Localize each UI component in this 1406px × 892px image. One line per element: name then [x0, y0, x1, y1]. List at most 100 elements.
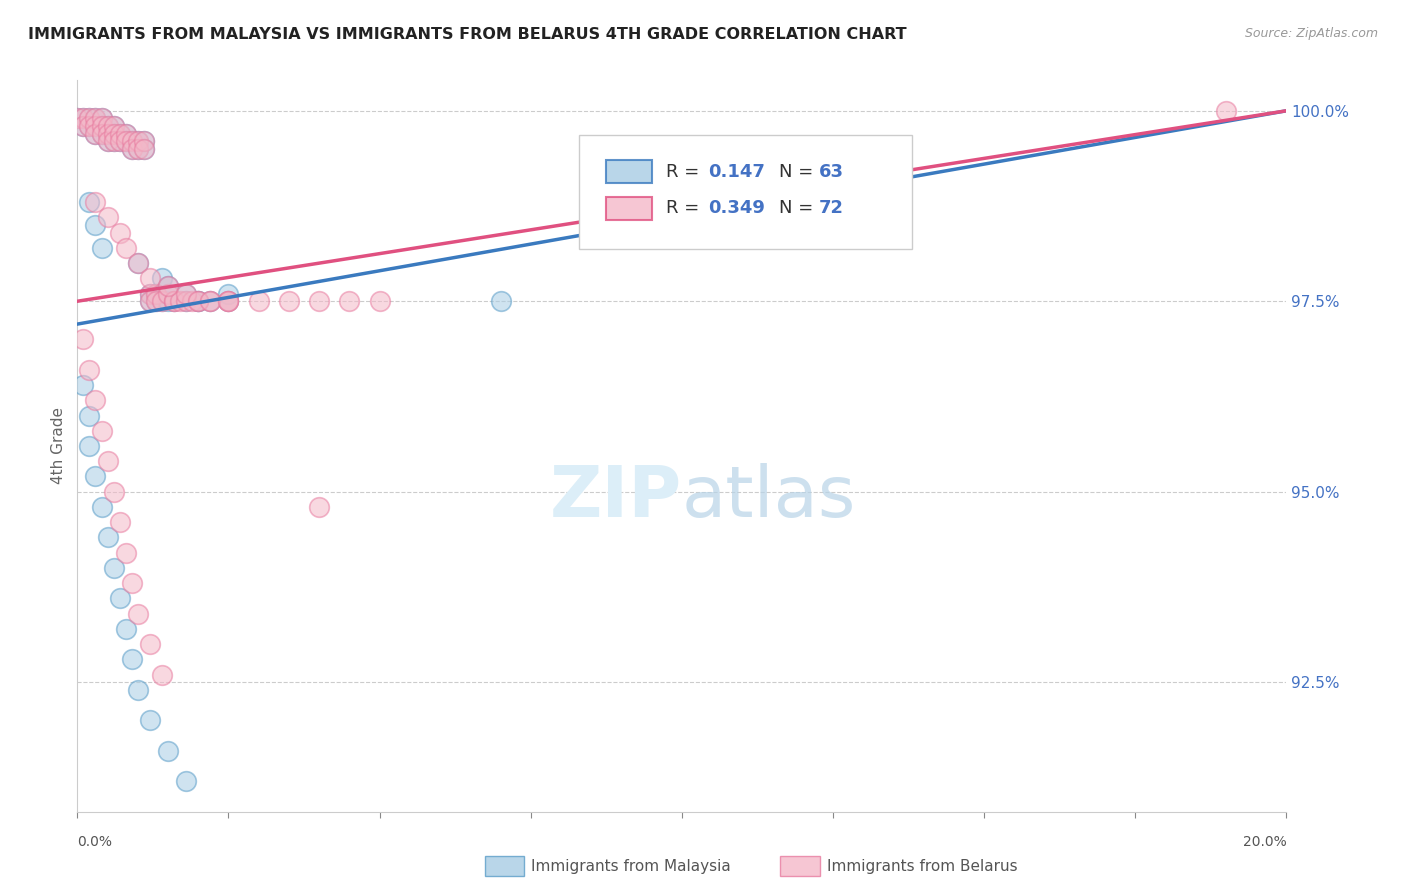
Point — [174, 286, 197, 301]
Text: N =: N = — [779, 162, 818, 181]
Text: 0.349: 0.349 — [709, 199, 765, 218]
Point — [114, 241, 136, 255]
Point — [489, 294, 512, 309]
Point — [145, 294, 167, 309]
Point — [200, 294, 222, 309]
Point — [169, 294, 191, 309]
Point — [127, 607, 149, 621]
Point — [79, 119, 101, 133]
Point — [72, 119, 94, 133]
Text: 0.147: 0.147 — [709, 162, 765, 181]
Point — [308, 500, 330, 514]
Point — [108, 591, 131, 606]
Text: R =: R = — [666, 162, 706, 181]
Point — [157, 286, 180, 301]
Point — [103, 134, 125, 148]
Point — [150, 294, 173, 309]
Point — [79, 409, 101, 423]
Point — [278, 294, 301, 309]
Text: R =: R = — [666, 199, 706, 218]
Point — [96, 531, 118, 545]
Point — [114, 546, 136, 560]
Point — [84, 469, 107, 483]
Point — [103, 561, 125, 575]
Point — [96, 454, 118, 468]
Point — [96, 134, 118, 148]
Text: N =: N = — [779, 199, 818, 218]
Point — [127, 142, 149, 156]
Point — [84, 112, 107, 126]
Point — [200, 294, 222, 309]
Point — [127, 256, 149, 270]
Point — [218, 294, 240, 309]
Point — [103, 127, 125, 141]
Point — [187, 294, 209, 309]
Point — [127, 142, 149, 156]
Point — [145, 294, 167, 309]
Point — [72, 378, 94, 392]
Point — [108, 515, 131, 529]
Point — [79, 119, 101, 133]
Point — [72, 332, 94, 346]
Point — [114, 134, 136, 148]
Point — [132, 134, 155, 148]
Point — [150, 271, 173, 285]
Point — [187, 294, 209, 309]
Point — [150, 294, 173, 309]
Text: 72: 72 — [818, 199, 844, 218]
Point — [84, 112, 107, 126]
Point — [103, 484, 125, 499]
Text: IMMIGRANTS FROM MALAYSIA VS IMMIGRANTS FROM BELARUS 4TH GRADE CORRELATION CHART: IMMIGRANTS FROM MALAYSIA VS IMMIGRANTS F… — [28, 27, 907, 42]
FancyBboxPatch shape — [606, 160, 652, 184]
Point — [308, 294, 330, 309]
Point — [174, 774, 197, 789]
Point — [84, 195, 107, 210]
Point — [163, 294, 186, 309]
Point — [96, 127, 118, 141]
Point — [90, 500, 112, 514]
Point — [84, 127, 107, 141]
Point — [174, 286, 197, 301]
Text: 0.0%: 0.0% — [77, 835, 112, 848]
Point — [145, 286, 167, 301]
Point — [108, 226, 131, 240]
Point — [218, 294, 240, 309]
Point — [127, 134, 149, 148]
Point — [79, 195, 101, 210]
Point — [84, 218, 107, 232]
Text: 20.0%: 20.0% — [1243, 835, 1286, 848]
Point — [121, 134, 143, 148]
Point — [218, 294, 240, 309]
Point — [96, 211, 118, 225]
FancyBboxPatch shape — [579, 135, 911, 249]
Point — [139, 294, 162, 309]
Point — [187, 294, 209, 309]
Point — [90, 119, 112, 133]
Text: atlas: atlas — [682, 463, 856, 532]
FancyBboxPatch shape — [606, 196, 652, 220]
Point — [247, 294, 270, 309]
Point — [157, 286, 180, 301]
Point — [157, 744, 180, 758]
Point — [66, 112, 89, 126]
Point — [174, 294, 197, 309]
Point — [96, 134, 118, 148]
Point — [103, 127, 125, 141]
Point — [72, 112, 94, 126]
Point — [108, 134, 131, 148]
Point — [163, 294, 186, 309]
Text: ZIP: ZIP — [550, 463, 682, 532]
Point — [103, 119, 125, 133]
Point — [121, 652, 143, 666]
Point — [157, 294, 180, 309]
Point — [337, 294, 360, 309]
Point — [139, 294, 162, 309]
Text: Immigrants from Malaysia: Immigrants from Malaysia — [531, 859, 731, 873]
Point — [72, 112, 94, 126]
Point — [90, 112, 112, 126]
Point — [103, 134, 125, 148]
Point — [218, 286, 240, 301]
Point — [72, 119, 94, 133]
Point — [163, 294, 186, 309]
Point — [84, 119, 107, 133]
